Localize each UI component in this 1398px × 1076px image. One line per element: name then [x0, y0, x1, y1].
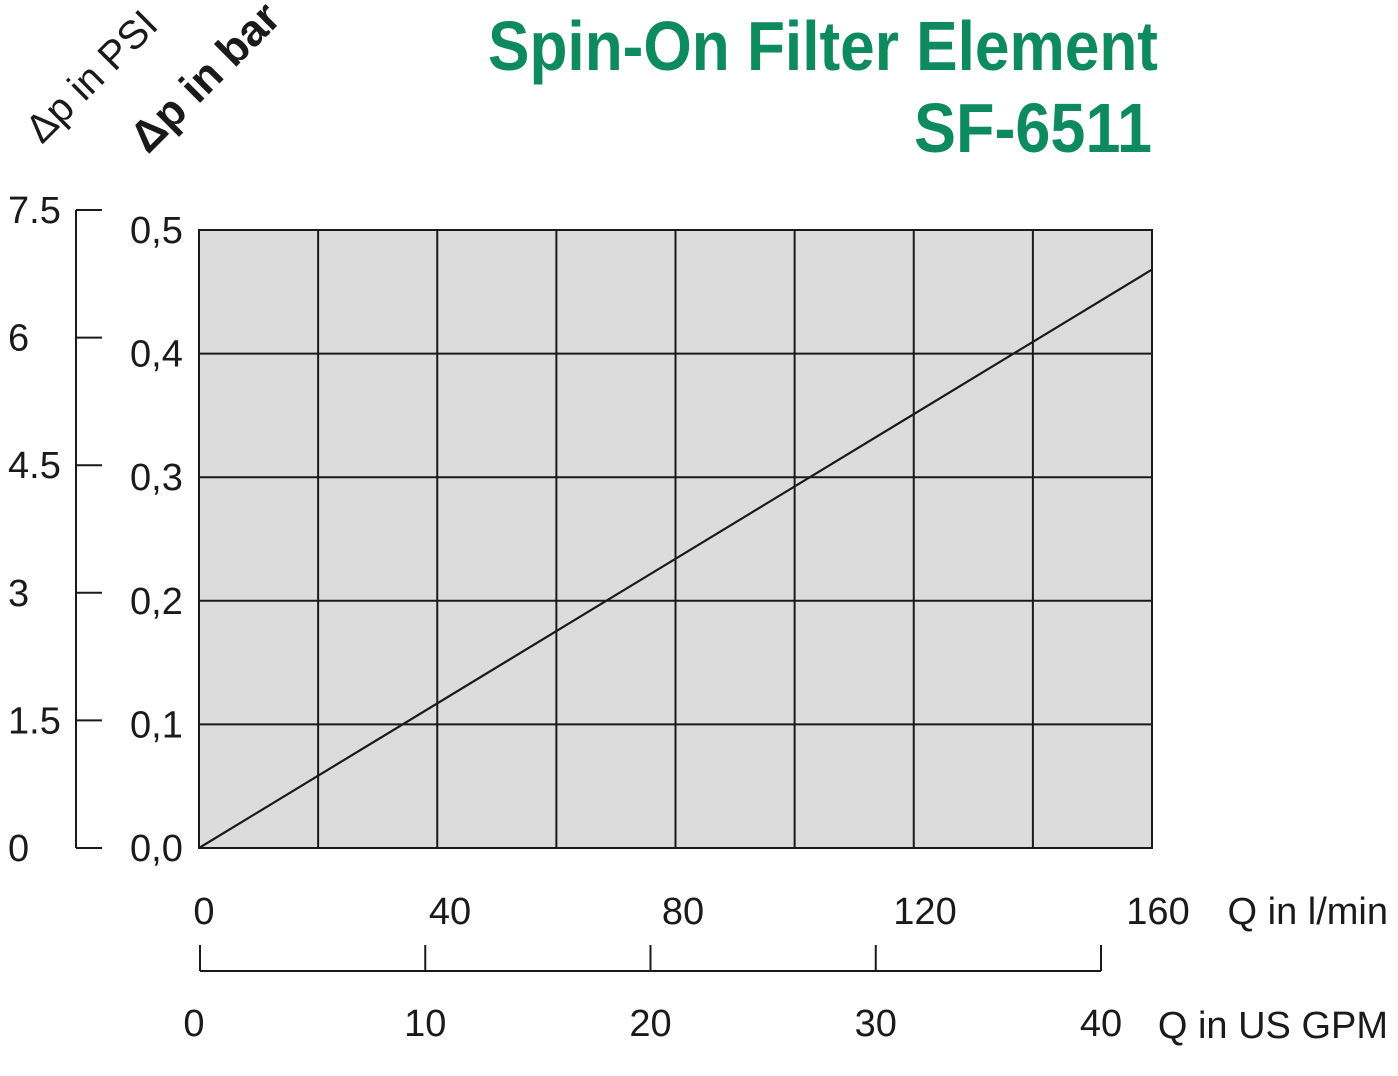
x-tick-label: 40 — [429, 891, 471, 933]
grid — [199, 230, 1152, 848]
psi-tick-label: 6 — [8, 318, 29, 360]
chart-title-line2: SF-6511 — [914, 89, 1152, 167]
gpm-tick-label: 30 — [855, 1003, 897, 1045]
bar-tick-labels: 0,0 0,1 0,2 0,3 0,4 0,5 — [130, 210, 183, 870]
psi-tick-label: 0 — [8, 828, 29, 870]
psi-tick-label: 4.5 — [8, 445, 61, 487]
x-tick-label: 0 — [193, 891, 214, 933]
chart-title-line1: Spin-On Filter Element — [488, 7, 1158, 85]
x-tick-label: 160 — [1126, 891, 1189, 933]
gpm-tick-label: 10 — [404, 1003, 446, 1045]
psi-tick-label: 3 — [8, 573, 29, 615]
psi-tick-label: 1.5 — [8, 700, 61, 742]
y-tick-label: 0,1 — [130, 704, 183, 746]
gpm-axis: 0 10 20 30 40 — [183, 945, 1122, 1045]
x-tick-label: 80 — [662, 891, 704, 933]
x-axis-secondary-label: Q in US GPM — [1158, 1005, 1388, 1047]
x-tick-labels: 0 40 80 120 160 — [193, 891, 1189, 933]
psi-axis: 0 1.5 3 4.5 6 7.5 — [8, 190, 102, 870]
y-tick-label: 0,3 — [130, 457, 183, 499]
psi-tick-label: 7.5 — [8, 190, 61, 232]
gpm-tick-label: 20 — [629, 1003, 671, 1045]
y-tick-label: 0,5 — [130, 210, 183, 252]
gpm-tick-label: 0 — [183, 1003, 204, 1045]
series-layer — [198, 268, 1153, 849]
y-tick-label: 0,0 — [130, 828, 183, 870]
x-axis-label: Q in l/min — [1228, 891, 1388, 933]
x-tick-label: 120 — [893, 891, 956, 933]
gpm-tick-label: 40 — [1080, 1003, 1122, 1045]
y-tick-label: 0,2 — [130, 581, 183, 623]
series-line-1 — [198, 268, 1153, 849]
y-tick-label: 0,4 — [130, 334, 183, 376]
